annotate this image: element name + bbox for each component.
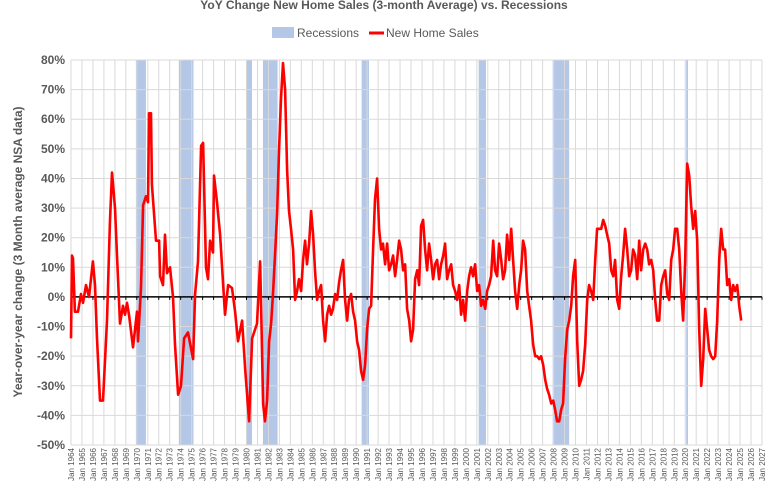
x-tick-label: Jan 1985 (297, 447, 306, 480)
x-tick-label: Jan 2019 (670, 447, 679, 480)
x-tick-label: Jan 2005 (517, 447, 526, 480)
x-tick-label: Jan 2025 (736, 447, 745, 480)
x-tick-label: Jan 2016 (637, 447, 646, 480)
x-tick-label: Jan 1987 (319, 447, 328, 480)
x-tick-label: Jan 1984 (286, 447, 295, 480)
y-tick-label: 60% (41, 112, 65, 126)
x-tick-label: Jan 2023 (714, 447, 723, 480)
x-tick-label: Jan 2003 (495, 447, 504, 480)
x-tick-label: Jan 1990 (352, 447, 361, 480)
x-tick-label: Jan 1975 (188, 447, 197, 480)
x-tick-label: Jan 1969 (122, 447, 131, 480)
x-tick-label: Jan 2009 (561, 447, 570, 480)
x-tick-label: Jan 1965 (78, 447, 87, 480)
y-tick-label: 50% (41, 142, 65, 156)
recession-band (246, 60, 252, 445)
x-tick-label: Jan 2026 (747, 447, 756, 480)
x-tick-label: Jan 2001 (473, 447, 482, 480)
x-tick-label: Jan 2010 (572, 447, 581, 480)
x-tick-label: Jan 1993 (385, 447, 394, 480)
x-tick-label: Jan 1992 (374, 447, 383, 480)
x-tick-label: Jan 1995 (407, 447, 416, 480)
x-tick-label: Jan 2018 (659, 447, 668, 480)
x-tick-label: Jan 1996 (418, 447, 427, 480)
y-tick-label: 80% (41, 53, 65, 67)
x-tick-label: Jan 2004 (506, 447, 515, 480)
zero-line (70, 296, 763, 300)
x-tick-label: Jan 2022 (703, 447, 712, 480)
x-tick-label: Jan 1983 (275, 447, 284, 480)
new-home-sales-line (69, 61, 743, 423)
x-tick-label: Jan 2015 (626, 447, 635, 480)
x-tick-label: Jan 1977 (210, 447, 219, 480)
x-tick-label: Jan 1999 (451, 447, 460, 480)
legend-recessions-swatch (272, 27, 294, 38)
x-tick-label: Jan 1964 (67, 447, 76, 480)
legend-line-label: New Home Sales (386, 26, 479, 40)
recession-band (552, 60, 570, 445)
y-axis-ticks: 80% 70% 60% 50% 40% 30% 20% 10% 0% -10% -20% -30% -4… (37, 53, 65, 452)
x-tick-label: Jan 1981 (253, 447, 262, 480)
y-tick-label: -10% (37, 320, 65, 334)
x-tick-label: Jan 1978 (221, 447, 230, 480)
x-tick-label: Jan 1980 (242, 447, 251, 480)
x-tick-label: Jan 1986 (308, 447, 317, 480)
y-tick-label: 20% (41, 231, 65, 245)
x-tick-label: Jan 2024 (725, 447, 734, 480)
y-tick-label: 40% (41, 171, 65, 185)
x-tick-label: Jan 1989 (341, 447, 350, 480)
legend: Recessions New Home Sales (272, 26, 479, 40)
x-tick-label: Jan 2014 (615, 447, 624, 480)
x-tick-label: Jan 2008 (550, 447, 559, 480)
x-tick-label: Jan 1982 (264, 447, 273, 480)
x-tick-label: Jan 1971 (144, 447, 153, 480)
recession-band (361, 60, 369, 445)
gridlines (70, 59, 763, 446)
y-tick-label: -50% (37, 438, 65, 452)
x-tick-label: Jan 2011 (583, 447, 592, 480)
x-tick-label: Jan 1967 (100, 447, 109, 480)
x-tick-label: Jan 1966 (89, 447, 98, 480)
x-tick-label: Jan 1968 (111, 447, 120, 480)
x-tick-label: Jan 2020 (681, 447, 690, 480)
x-tick-label: Jan 2002 (484, 447, 493, 480)
y-tick-label: -30% (37, 379, 65, 393)
x-tick-label: Jan 1997 (429, 447, 438, 480)
chart-title: YoY Change New Home Sales (3-month Avera… (200, 0, 568, 12)
x-tick-label: Jan 1988 (330, 447, 339, 480)
x-tick-label: Jan 2000 (462, 447, 471, 480)
x-tick-label: Jan 2027 (758, 447, 767, 480)
x-tick-label: Jan 1991 (363, 447, 372, 480)
x-tick-label: Jan 1976 (199, 447, 208, 480)
legend-recessions-label: Recessions (297, 26, 359, 40)
x-tick-label: Jan 1970 (133, 447, 142, 480)
x-axis-ticks: Jan 1964 Jan 1965 Jan 1966 Jan 1967 Jan 1968… (67, 447, 767, 480)
x-tick-label: Jan 2013 (604, 447, 613, 480)
recession-band (262, 60, 278, 445)
x-tick-label: Jan 1998 (440, 447, 449, 480)
y-tick-label: -20% (37, 349, 65, 363)
y-tick-label: 0% (48, 290, 66, 304)
x-tick-label: Jan 1973 (166, 447, 175, 480)
x-tick-label: Jan 1972 (155, 447, 164, 480)
x-tick-label: Jan 2021 (692, 447, 701, 480)
x-tick-label: Jan 1979 (232, 447, 241, 480)
recession-band (686, 60, 688, 445)
y-tick-label: -40% (37, 408, 65, 422)
recession-band (478, 60, 486, 445)
x-tick-label: Jan 1974 (177, 447, 186, 480)
recession-bands (135, 60, 688, 445)
x-tick-label: Jan 1994 (396, 447, 405, 480)
x-tick-label: Jan 2007 (539, 447, 548, 480)
x-tick-label: Jan 2017 (648, 447, 657, 480)
y-axis-label: Year-over-year change (3 Month average N… (11, 107, 25, 398)
y-tick-label: 70% (41, 83, 65, 97)
y-tick-label: 30% (41, 201, 65, 215)
y-tick-label: 10% (41, 260, 65, 274)
x-tick-label: Jan 2006 (528, 447, 537, 480)
x-tick-label: Jan 2012 (593, 447, 602, 480)
